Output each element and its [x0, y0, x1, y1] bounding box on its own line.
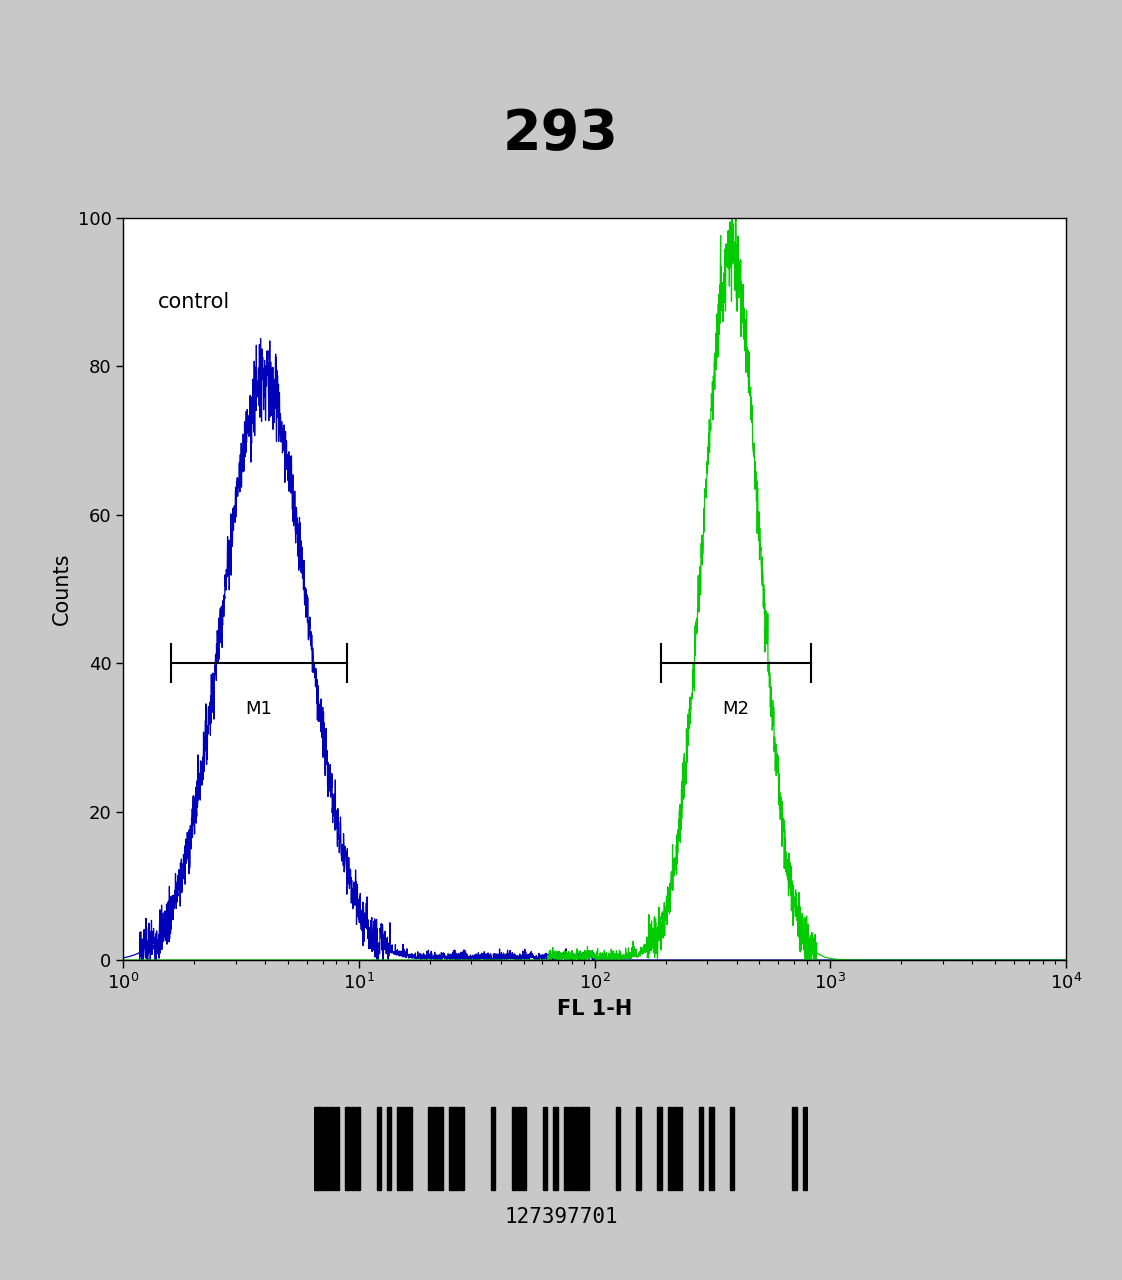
Bar: [792, 1107, 797, 1190]
Bar: [543, 1107, 548, 1190]
Bar: [657, 1107, 662, 1190]
Bar: [330, 1107, 334, 1190]
Bar: [730, 1107, 734, 1190]
Bar: [574, 1107, 579, 1190]
Text: control: control: [158, 292, 230, 312]
Bar: [397, 1107, 402, 1190]
Bar: [636, 1107, 641, 1190]
Bar: [490, 1107, 495, 1190]
Bar: [324, 1107, 329, 1190]
Bar: [429, 1107, 433, 1190]
Bar: [579, 1107, 583, 1190]
Bar: [377, 1107, 381, 1190]
Bar: [616, 1107, 620, 1190]
Text: M2: M2: [723, 700, 749, 718]
Bar: [403, 1107, 407, 1190]
Bar: [350, 1107, 355, 1190]
Text: 293: 293: [503, 108, 619, 161]
Bar: [553, 1107, 558, 1190]
Bar: [335, 1107, 339, 1190]
Bar: [709, 1107, 714, 1190]
Bar: [563, 1107, 568, 1190]
Text: M1: M1: [246, 700, 273, 718]
Bar: [320, 1107, 324, 1190]
Bar: [439, 1107, 443, 1190]
Bar: [460, 1107, 465, 1190]
Bar: [387, 1107, 392, 1190]
Y-axis label: Counts: Counts: [53, 553, 72, 625]
Bar: [407, 1107, 412, 1190]
Bar: [678, 1107, 682, 1190]
X-axis label: FL 1-H: FL 1-H: [557, 998, 633, 1019]
Bar: [517, 1107, 522, 1190]
Bar: [454, 1107, 459, 1190]
Text: 127397701: 127397701: [504, 1207, 618, 1228]
Bar: [314, 1107, 319, 1190]
Bar: [449, 1107, 453, 1190]
Bar: [673, 1107, 678, 1190]
Bar: [356, 1107, 360, 1190]
Bar: [346, 1107, 350, 1190]
Bar: [522, 1107, 526, 1190]
Bar: [699, 1107, 703, 1190]
Bar: [569, 1107, 573, 1190]
Bar: [434, 1107, 438, 1190]
Bar: [585, 1107, 589, 1190]
Bar: [668, 1107, 672, 1190]
Bar: [802, 1107, 807, 1190]
Bar: [512, 1107, 516, 1190]
